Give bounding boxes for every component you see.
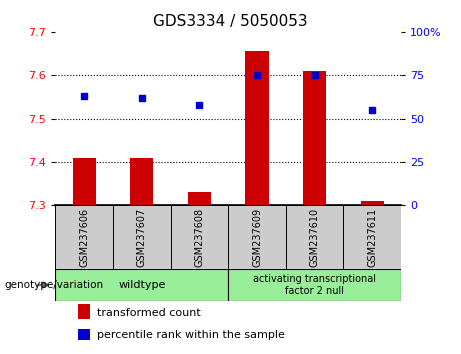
Bar (361, 201, 384, 205)
Text: GSM237611: GSM237611 (367, 207, 377, 267)
FancyBboxPatch shape (55, 269, 228, 301)
FancyBboxPatch shape (228, 205, 286, 269)
FancyBboxPatch shape (228, 269, 401, 301)
Bar (78, 304, 90, 319)
Text: GSM237609: GSM237609 (252, 207, 262, 267)
FancyBboxPatch shape (286, 205, 343, 269)
Text: GSM237607: GSM237607 (137, 207, 147, 267)
Text: genotype/variation: genotype/variation (5, 280, 104, 290)
Bar (72, 158, 95, 205)
Text: wildtype: wildtype (118, 280, 165, 290)
FancyBboxPatch shape (171, 205, 228, 269)
Bar (245, 51, 268, 205)
Bar (78, 329, 90, 340)
FancyBboxPatch shape (55, 205, 113, 269)
Bar (188, 192, 211, 205)
Text: GSM237608: GSM237608 (195, 207, 204, 267)
Bar (130, 158, 153, 205)
Text: GSM237606: GSM237606 (79, 207, 89, 267)
FancyBboxPatch shape (343, 205, 401, 269)
Text: transformed count: transformed count (97, 308, 201, 318)
Text: GSM237610: GSM237610 (310, 207, 319, 267)
FancyBboxPatch shape (113, 205, 171, 269)
Text: GDS3334 / 5050053: GDS3334 / 5050053 (153, 14, 308, 29)
Text: percentile rank within the sample: percentile rank within the sample (97, 330, 285, 339)
Bar (303, 71, 326, 205)
Text: activating transcriptional
factor 2 null: activating transcriptional factor 2 null (253, 274, 376, 296)
